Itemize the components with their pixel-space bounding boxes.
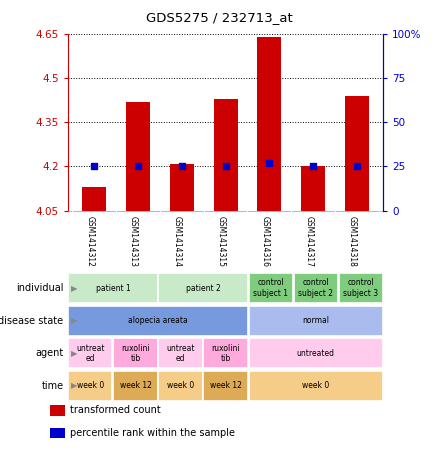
Text: control
subject 2: control subject 2 <box>298 279 333 298</box>
Bar <box>214 99 238 211</box>
Text: control
subject 3: control subject 3 <box>343 279 378 298</box>
Bar <box>113 371 158 401</box>
Text: untreat
ed: untreat ed <box>76 344 105 363</box>
Bar <box>204 338 247 368</box>
Text: patient 1: patient 1 <box>95 284 131 293</box>
Text: GSM1414318: GSM1414318 <box>348 216 357 266</box>
Text: untreat
ed: untreat ed <box>166 344 195 363</box>
Bar <box>159 273 247 303</box>
Bar <box>49 405 64 416</box>
Text: GSM1414315: GSM1414315 <box>216 216 226 266</box>
Text: GSM1414314: GSM1414314 <box>173 216 182 266</box>
Text: week 12: week 12 <box>120 381 152 390</box>
Text: time: time <box>41 381 64 391</box>
Bar <box>248 273 293 303</box>
Bar <box>204 371 247 401</box>
Bar <box>68 306 247 336</box>
Text: week 0: week 0 <box>77 381 104 390</box>
Bar <box>339 273 383 303</box>
Bar <box>68 273 158 303</box>
Text: GSM1414313: GSM1414313 <box>129 216 138 266</box>
Text: week 12: week 12 <box>210 381 241 390</box>
Text: normal: normal <box>302 316 329 325</box>
Text: GSM1414317: GSM1414317 <box>304 216 313 266</box>
Text: GSM1414316: GSM1414316 <box>260 216 269 266</box>
Bar <box>293 273 338 303</box>
Bar <box>68 338 113 368</box>
Text: ▶: ▶ <box>71 284 78 293</box>
Text: ruxolini
tib: ruxolini tib <box>211 344 240 363</box>
Text: ▶: ▶ <box>71 349 78 358</box>
Text: untreated: untreated <box>297 349 335 358</box>
Bar <box>159 338 203 368</box>
Text: ▶: ▶ <box>71 316 78 325</box>
Bar <box>345 96 369 211</box>
Text: ▶: ▶ <box>71 381 78 390</box>
Bar <box>159 371 203 401</box>
Text: individual: individual <box>16 283 64 293</box>
Bar <box>113 338 158 368</box>
Bar <box>126 102 150 211</box>
Bar <box>68 371 113 401</box>
Bar <box>258 37 282 211</box>
Text: ruxolini
tib: ruxolini tib <box>121 344 150 363</box>
Text: week 0: week 0 <box>167 381 194 390</box>
Text: control
subject 1: control subject 1 <box>253 279 288 298</box>
Bar <box>248 338 383 368</box>
Text: percentile rank within the sample: percentile rank within the sample <box>70 428 235 438</box>
Bar <box>82 187 106 211</box>
Text: transformed count: transformed count <box>70 405 161 415</box>
Bar <box>301 166 325 211</box>
Text: patient 2: patient 2 <box>186 284 220 293</box>
Bar <box>170 164 194 211</box>
Bar <box>248 306 383 336</box>
Text: disease state: disease state <box>0 316 64 326</box>
Text: alopecia areata: alopecia areata <box>128 316 188 325</box>
Text: GSM1414312: GSM1414312 <box>85 216 94 266</box>
Bar <box>49 428 64 439</box>
Text: agent: agent <box>35 348 64 358</box>
Text: week 0: week 0 <box>302 381 329 390</box>
Text: GDS5275 / 232713_at: GDS5275 / 232713_at <box>145 11 293 24</box>
Bar <box>248 371 383 401</box>
